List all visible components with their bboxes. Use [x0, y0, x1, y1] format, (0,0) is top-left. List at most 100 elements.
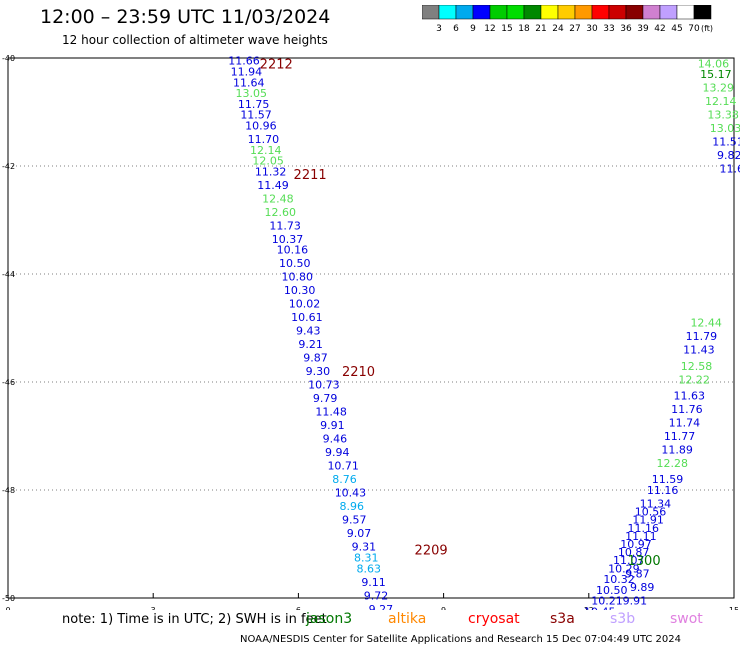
data-point-label: 11.64 — [233, 76, 265, 89]
note-text: note: 1) Time is in UTC; 2) SWH is in fe… — [62, 612, 327, 627]
mission-legend-item-s3b: s3b — [610, 611, 636, 627]
data-point-label: 11.63 — [674, 390, 706, 403]
colorbar-tick-label: 15 — [501, 24, 512, 34]
data-point-label: 9.31 — [352, 541, 377, 554]
data-point-label: 11.34 — [640, 498, 672, 511]
data-point-label: 10.45 — [584, 606, 616, 611]
colorbar-tick-label: 12 — [484, 24, 495, 34]
data-point-label: 9.94 — [325, 446, 350, 459]
data-point-label: 10.29 — [608, 562, 640, 575]
data-point-label: 8.96 — [340, 500, 365, 513]
data-point-label: 11.43 — [683, 344, 715, 357]
data-point-label: 10.87 — [618, 546, 650, 559]
track-label: 2210 — [342, 365, 375, 380]
data-point-label: 10.80 — [281, 271, 313, 284]
data-point-label: 10.37 — [272, 233, 304, 246]
data-point-label: 13.29 — [703, 82, 735, 95]
track-label: 2209 — [415, 543, 448, 558]
data-point-label: 9.07 — [347, 527, 372, 540]
wave-height-plot: -40-42-44-46-48-500369121511.6611.9411.6… — [2, 54, 740, 611]
track-label: 1300 — [628, 554, 661, 569]
x-tick-label: 9 — [441, 606, 446, 610]
data-point-label: 11.32 — [255, 165, 287, 178]
colorbar: 3 6 9 12 15 18 21 24 27 30 33 36 39 42 45 70 (ft) — [422, 5, 713, 34]
chart-title: 12:00 – 23:59 UTC 11/03/2024 — [40, 6, 331, 28]
data-point-label: 9.11 — [361, 576, 386, 589]
mission-legend-item-altika: altika — [388, 611, 427, 627]
data-point-label: 10.32 — [603, 573, 635, 586]
colorbar-tick-label: 3 — [436, 24, 442, 34]
data-point-label: 8.31 — [354, 552, 379, 565]
data-point-label: 11.79 — [686, 330, 718, 343]
colorbar-tick-label: 30 — [586, 24, 598, 34]
data-point-label: 12.14 — [250, 144, 282, 157]
data-point-label: 10.30 — [284, 284, 316, 297]
data-point-label: 9.87 — [625, 568, 650, 581]
x-tick-label: 0 — [5, 606, 10, 610]
data-point-label: 12.28 — [657, 457, 689, 470]
y-tick-label: -46 — [2, 378, 15, 387]
track-label: 2211 — [294, 168, 327, 183]
data-point-label: 11.70 — [248, 133, 280, 146]
chart-subtitle: 12 hour collection of altimeter wave hei… — [62, 33, 328, 47]
data-point-label: 10.21 — [591, 595, 623, 608]
data-point-label: 9.89 — [630, 581, 655, 594]
data-point-label: 8.63 — [356, 562, 381, 575]
data-point-label: 10.16 — [277, 244, 309, 257]
data-point-label: 14.06 — [698, 57, 730, 70]
data-point-label: 9.79 — [313, 392, 338, 405]
data-point-label: 11.94 — [231, 66, 263, 79]
data-point-label: 12.05 — [252, 155, 283, 168]
x-tick-label: 12 — [584, 606, 594, 610]
colorbar-tick-label: 6 — [453, 24, 459, 34]
data-point-label: 9.91 — [320, 419, 345, 432]
colorbar-tick-label: 36 — [620, 24, 632, 34]
data-point-label: 9.57 — [342, 514, 367, 527]
data-point-label: 15.17 — [700, 68, 732, 81]
y-tick-label: -44 — [2, 270, 15, 279]
data-point-label: 12.48 — [262, 192, 294, 205]
data-point-label: 11.74 — [669, 417, 701, 430]
colorbar-tick-label: 9 — [470, 24, 476, 34]
data-point-label: 11.07 — [613, 554, 645, 567]
data-point-label: 11.57 — [240, 109, 272, 122]
data-point-label: 10.56 — [635, 506, 667, 519]
data-point-label: 9.91 — [623, 595, 648, 608]
data-point-label: 11.16 — [628, 522, 660, 535]
data-point-label: 10.73 — [308, 379, 340, 392]
data-point-label: 9.46 — [323, 433, 348, 446]
data-point-label: 11.51 — [712, 136, 740, 149]
data-point-label: 12.22 — [678, 373, 710, 386]
colorbar-tick-label: 18 — [518, 24, 530, 34]
colorbar-tick-label: 21 — [535, 24, 546, 34]
track-label: 2212 — [260, 57, 293, 72]
data-point-label: 10.97 — [620, 538, 652, 551]
data-point-label: 9.72 — [364, 589, 389, 602]
colorbar-tick-label: 45 — [671, 24, 682, 34]
data-point-label: 11.11 — [625, 530, 657, 543]
data-point-label: 11.73 — [269, 219, 301, 232]
colorbar-swatch — [693, 5, 712, 20]
data-point-label: 9.30 — [306, 365, 331, 378]
x-tick-label: 3 — [151, 606, 156, 610]
y-tick-label: -40 — [2, 54, 15, 63]
data-point-label: 9.82 — [717, 149, 740, 162]
colorbar-tick-label: 27 — [569, 24, 580, 34]
data-point-label: 11.89 — [661, 444, 693, 457]
data-point-label: 13.05 — [235, 87, 266, 100]
x-tick-label: 6 — [296, 606, 301, 610]
data-point-label: 10.96 — [245, 120, 277, 133]
data-point-label: 10.50 — [279, 257, 311, 270]
data-point-label: 11.76 — [671, 403, 703, 416]
data-point-label: 9.87 — [303, 352, 328, 365]
colorbar-tick-label: 24 — [552, 24, 564, 34]
data-point-label: 11.75 — [238, 98, 270, 111]
data-point-label: 11.77 — [664, 430, 696, 443]
data-point-label: 13.38 — [707, 109, 739, 122]
data-point-label: 10.02 — [289, 298, 321, 311]
colorbar-tick-label: 42 — [654, 24, 665, 34]
data-point-label: 12.44 — [690, 317, 722, 330]
colorbar-tick-label: 70 — [688, 24, 700, 34]
mission-legend-item-cryosat: cryosat — [468, 611, 520, 627]
data-point-label: 12.58 — [681, 360, 713, 373]
